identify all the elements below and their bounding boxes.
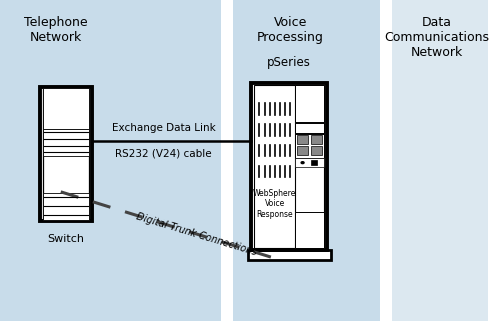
Bar (248, 250, 331, 260)
Bar (311, 160, 317, 165)
Bar (296, 85, 324, 122)
Bar (296, 134, 324, 158)
Bar (252, 83, 327, 250)
Text: Data
Communications
Network: Data Communications Network (384, 16, 490, 59)
Bar (254, 85, 324, 248)
Bar (0, 0, 227, 321)
Text: Voice
Processing: Voice Processing (257, 16, 324, 44)
Bar (386, 0, 488, 321)
Text: RS232 (V24) cable: RS232 (V24) cable (115, 149, 212, 159)
Text: Telephone
Network: Telephone Network (24, 16, 88, 44)
Bar (311, 135, 322, 143)
Text: pSeries: pSeries (268, 56, 311, 69)
Bar (296, 212, 324, 248)
Text: WebSphere
Voice
Response: WebSphere Voice Response (253, 189, 296, 219)
Text: Digital Trunk Connections: Digital Trunk Connections (134, 212, 258, 258)
Bar (40, 87, 92, 221)
Bar (311, 146, 322, 155)
Bar (221, 0, 233, 321)
Bar (42, 88, 89, 220)
Text: Switch: Switch (48, 234, 84, 244)
Bar (42, 88, 89, 129)
Bar (297, 135, 308, 143)
Bar (227, 0, 386, 321)
Circle shape (301, 162, 304, 164)
Bar (296, 159, 324, 167)
Bar (42, 193, 89, 220)
Bar (296, 124, 324, 134)
Text: Exchange Data Link: Exchange Data Link (112, 123, 216, 133)
Bar (42, 129, 89, 156)
Bar (297, 146, 308, 155)
Bar (380, 0, 392, 321)
